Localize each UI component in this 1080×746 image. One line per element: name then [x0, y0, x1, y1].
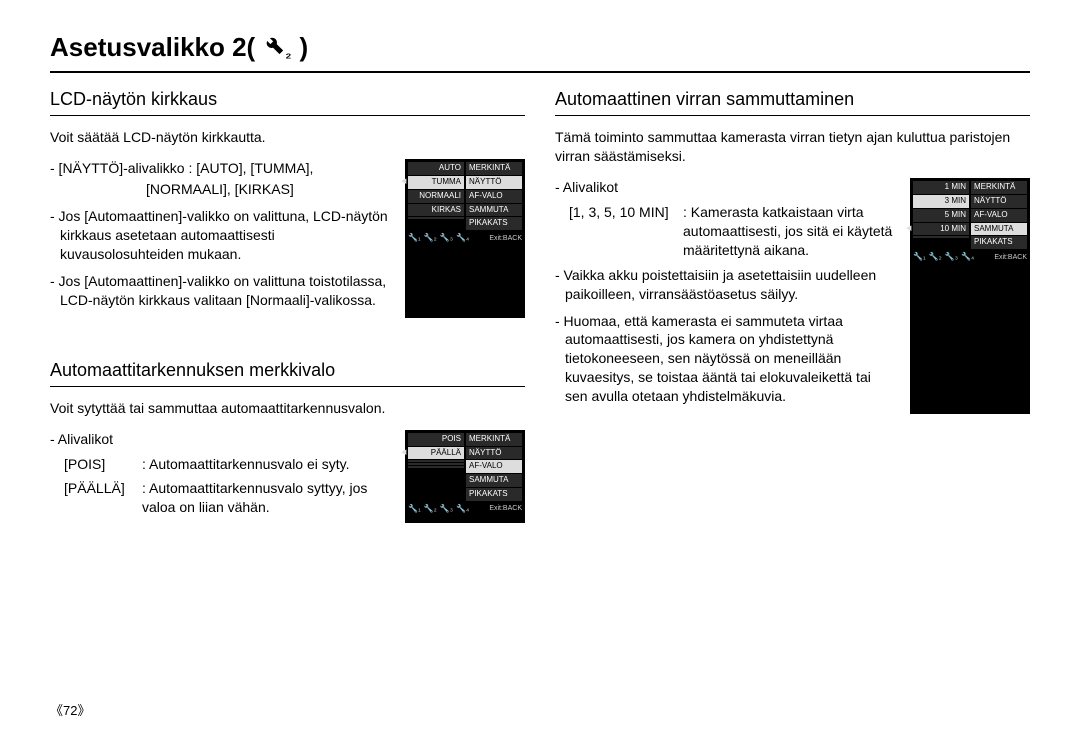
menu-left-item: [408, 466, 464, 468]
bullet: - Jos [Automaattinen]-valikko on valittu…: [50, 272, 391, 310]
right-column: Automaattinen virran sammuttaminen Tämä …: [555, 87, 1030, 539]
bullet: - Huomaa, että kamerasta ei sammuteta vi…: [555, 312, 896, 406]
section-intro: Tämä toiminto sammuttaa kamerasta virran…: [555, 128, 1030, 166]
section-af-lamp: Automaattitarkennuksen merkkivalo Voit s…: [50, 358, 525, 524]
section-lcd-brightness: LCD-näytön kirkkaus Voit säätää LCD-näyt…: [50, 87, 525, 317]
menu-left-item: 3 MIN: [913, 195, 969, 208]
menu-right-item: SAMMUTA: [466, 204, 522, 217]
title-suffix: ): [299, 30, 308, 65]
footer-text: Exit:BACK: [994, 253, 1027, 262]
menu-left-item: [408, 217, 464, 219]
page-number: 《72》: [50, 702, 90, 720]
menu-right-item: SAMMUTA: [971, 223, 1027, 236]
def-val: : Kamerasta katkaistaan virta automaatti…: [683, 203, 896, 260]
wrench-icon: [263, 30, 285, 65]
menu-screenshot-lcd: AUTO TUMMA NORMAALI KIRKAS MERKINTÄ NÄYT…: [405, 159, 525, 317]
bullet: - Jos [Automaattinen]-valikko on valittu…: [50, 207, 391, 264]
menu-left-item: 10 MIN: [913, 223, 969, 236]
menu-right-item: NÄYTTÖ: [971, 195, 1027, 208]
footer-text: Exit:BACK: [489, 504, 522, 513]
left-column: LCD-näytön kirkkaus Voit säätää LCD-näyt…: [50, 87, 525, 539]
menu-right-item: AF-VALO: [971, 209, 1027, 222]
menu-right-item: MERKINTÄ: [971, 181, 1027, 194]
menu-screenshot-af: POIS PÄÄLLÄ MERKINTÄ NÄYTTÖ AF-VALO SAMM…: [405, 430, 525, 524]
menu-right-item: NÄYTTÖ: [466, 176, 522, 189]
title-sub: ₂: [285, 44, 291, 63]
footer-icons: 🔧₁🔧₂🔧₃🔧₄: [913, 252, 974, 263]
menu-left-item: TUMMA: [408, 176, 464, 189]
menu-right-item: PIKAKATS: [466, 217, 522, 230]
footer-icons: 🔧₁🔧₂🔧₃🔧₄: [408, 504, 469, 515]
def-key: [PÄÄLLÄ]: [64, 479, 136, 517]
def-val: : Automaattitarkennusvalo ei syty.: [142, 455, 391, 474]
page-title: Asetusvalikko 2( ₂ ): [50, 30, 1030, 73]
section-auto-power-off: Automaattinen virran sammuttaminen Tämä …: [555, 87, 1030, 414]
section-intro: Voit säätää LCD-näytön kirkkautta.: [50, 128, 525, 147]
submenu-label: - Alivalikot: [50, 430, 391, 449]
menu-left-item: PÄÄLLÄ: [408, 447, 464, 460]
footer-text: Exit:BACK: [489, 234, 522, 243]
menu-right-item: AF-VALO: [466, 460, 522, 473]
menu-right-item: MERKINTÄ: [466, 433, 522, 446]
bullet-indent: [NORMAALI], [KIRKAS]: [50, 180, 391, 199]
menu-left-item: [408, 463, 464, 465]
menu-left-item: 5 MIN: [913, 209, 969, 222]
title-prefix: Asetusvalikko 2(: [50, 30, 255, 65]
menu-left-item: POIS: [408, 433, 464, 446]
bullet: - [NÄYTTÖ]-alivalikko : [AUTO], [TUMMA],: [50, 159, 391, 178]
submenu-label: - Alivalikot: [555, 178, 896, 197]
def-val: : Automaattitarkennusvalo syttyy, jos va…: [142, 479, 391, 517]
menu-left-item: KIRKAS: [408, 204, 464, 217]
menu-left-item: [913, 236, 969, 238]
def-key: [POIS]: [64, 455, 136, 474]
def-key: [1, 3, 5, 10 MIN]: [569, 203, 677, 260]
menu-left-item: 1 MIN: [913, 181, 969, 194]
section-title: LCD-näytön kirkkaus: [50, 87, 525, 116]
menu-right-item: NÄYTTÖ: [466, 447, 522, 460]
menu-right-item: SAMMUTA: [466, 474, 522, 487]
section-intro: Voit sytyttää tai sammuttaa automaattita…: [50, 399, 525, 418]
footer-icons: 🔧₁🔧₂🔧₃🔧₄: [408, 233, 469, 244]
menu-right-item: PIKAKATS: [466, 488, 522, 501]
section-title: Automaattinen virran sammuttaminen: [555, 87, 1030, 116]
menu-right-item: PIKAKATS: [971, 236, 1027, 249]
section-title: Automaattitarkennuksen merkkivalo: [50, 358, 525, 387]
menu-left-item: AUTO: [408, 162, 464, 175]
menu-right-item: AF-VALO: [466, 190, 522, 203]
bullet: - Vaikka akku poistettaisiin ja asetetta…: [555, 266, 896, 304]
menu-left-item: NORMAALI: [408, 190, 464, 203]
menu-left-item: [408, 460, 464, 462]
menu-right-item: MERKINTÄ: [466, 162, 522, 175]
menu-screenshot-poweroff: 1 MIN 3 MIN 5 MIN 10 MIN MERKINTÄ NÄYTTÖ…: [910, 178, 1030, 414]
